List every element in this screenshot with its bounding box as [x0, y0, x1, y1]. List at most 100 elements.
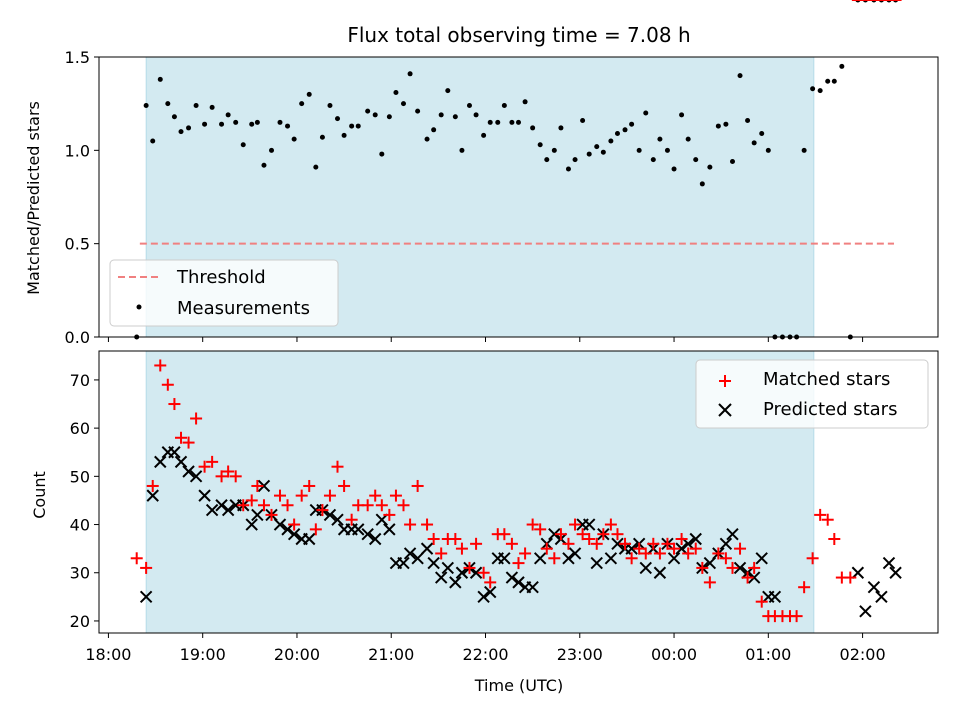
measurement-point: [685, 136, 691, 142]
measurement-point: [664, 147, 670, 153]
x-tick-label: 23:00: [557, 645, 603, 664]
measurement-point: [572, 157, 578, 163]
matched-point: [303, 479, 316, 492]
matched-point: [323, 489, 336, 502]
matched-point: [719, 552, 732, 565]
legend-matched-swatch: [719, 375, 731, 387]
predicted-point: [590, 556, 603, 570]
matched-point: [361, 499, 374, 512]
predicted-point: [331, 513, 344, 526]
matched-point: [755, 595, 768, 608]
measurement-point: [335, 116, 341, 122]
matched-point: [375, 499, 388, 512]
matched-point: [548, 552, 561, 565]
matched-point: [338, 479, 351, 492]
matched-point: [389, 489, 402, 502]
predicted-point: [498, 552, 511, 565]
matched-point: [534, 523, 547, 536]
top-panel: 0.0 0.5 1.0 1.5 Matched/Predicted stars Thr…: [24, 0, 939, 347]
predicted-point: [733, 561, 747, 575]
x-tick-label: 02:00: [840, 645, 886, 664]
matched-point: [463, 561, 476, 574]
matched-point: [265, 508, 278, 521]
predicted-point: [281, 523, 294, 536]
predicted-point: [867, 580, 881, 594]
matched-point: [427, 533, 440, 545]
predicted-point: [851, 566, 865, 579]
measurement-point: [186, 125, 192, 131]
bottom-panel: 20 30 40 50 60 70 18:00 19:00 20:00 21:00 22:00 23…: [30, 0, 939, 695]
predicted-point: [420, 542, 434, 555]
measurement-point: [285, 123, 291, 129]
y-tick-label: 60: [70, 419, 90, 438]
predicted-point: [526, 580, 539, 594]
measurement-point: [650, 157, 656, 163]
measurement-point: [291, 136, 297, 142]
predicted-point: [182, 465, 195, 478]
measurement-point: [516, 119, 521, 125]
y-tick-label: 20: [70, 612, 90, 631]
predicted-point: [146, 489, 159, 502]
bottom-x-ticks: 18:00 19:00 20:00 21:00 22:00 23:00 00:00 01:00…: [85, 633, 886, 664]
legend-matched-label: Matched stars: [763, 369, 890, 390]
matched-point: [798, 581, 811, 594]
matched-point: [130, 552, 143, 565]
measurement-point: [233, 119, 239, 125]
matched-point: [696, 561, 709, 574]
measurement-point: [299, 101, 305, 107]
matched-point: [295, 489, 308, 502]
matched-point: [498, 528, 511, 541]
matched-point: [633, 542, 646, 555]
predicted-point: [205, 503, 219, 517]
matched-point: [734, 542, 747, 555]
measurement-point: [657, 136, 663, 142]
measurement-point: [544, 157, 550, 163]
measurement-point: [586, 151, 592, 157]
y-tick-label: 40: [70, 516, 90, 535]
matched-point: [512, 557, 525, 570]
predicted-point: [882, 556, 896, 570]
measurement-point: [150, 138, 156, 144]
matched-point: [140, 561, 153, 574]
measurement-point: [530, 125, 536, 131]
predicted-point: [675, 542, 688, 555]
measurement-point: [551, 147, 557, 153]
predicted-point: [726, 527, 739, 541]
matched-point: [146, 479, 159, 492]
measurement-point: [487, 119, 493, 125]
matched-point: [206, 455, 219, 468]
measurement-point: [729, 159, 735, 165]
measurement-point: [459, 147, 465, 153]
matched-point: [712, 547, 725, 560]
predicted-point: [875, 590, 888, 604]
matched-point: [435, 547, 448, 560]
measurement-point: [143, 103, 149, 109]
matched-point: [703, 576, 716, 589]
measurement-point: [277, 119, 283, 125]
matched-point: [844, 571, 857, 584]
measurement-point: [737, 73, 743, 79]
measurement-point: [831, 78, 837, 84]
measurement-point: [178, 129, 184, 135]
y-tick-label: 30: [70, 564, 90, 583]
matched-point: [597, 528, 610, 541]
measurement-point: [400, 101, 406, 107]
bottom-plot-frame: [98, 350, 939, 634]
measurement-point: [608, 138, 614, 144]
measurement-point: [501, 103, 507, 109]
matched-point: [251, 479, 264, 492]
matched-point: [237, 499, 250, 512]
predicted-point: [174, 455, 188, 469]
y-tick-label: 1.5: [65, 48, 90, 67]
predicted-point: [562, 552, 575, 565]
measurement-point: [817, 88, 823, 94]
measurement-point: [495, 119, 501, 125]
bottom-legend-box: [695, 359, 929, 429]
predicted-point: [198, 489, 211, 502]
measurement-point: [707, 164, 713, 170]
predicted-point: [484, 585, 497, 599]
matched-point: [245, 494, 258, 507]
matched-point: [689, 542, 702, 555]
matched-point: [828, 533, 841, 545]
